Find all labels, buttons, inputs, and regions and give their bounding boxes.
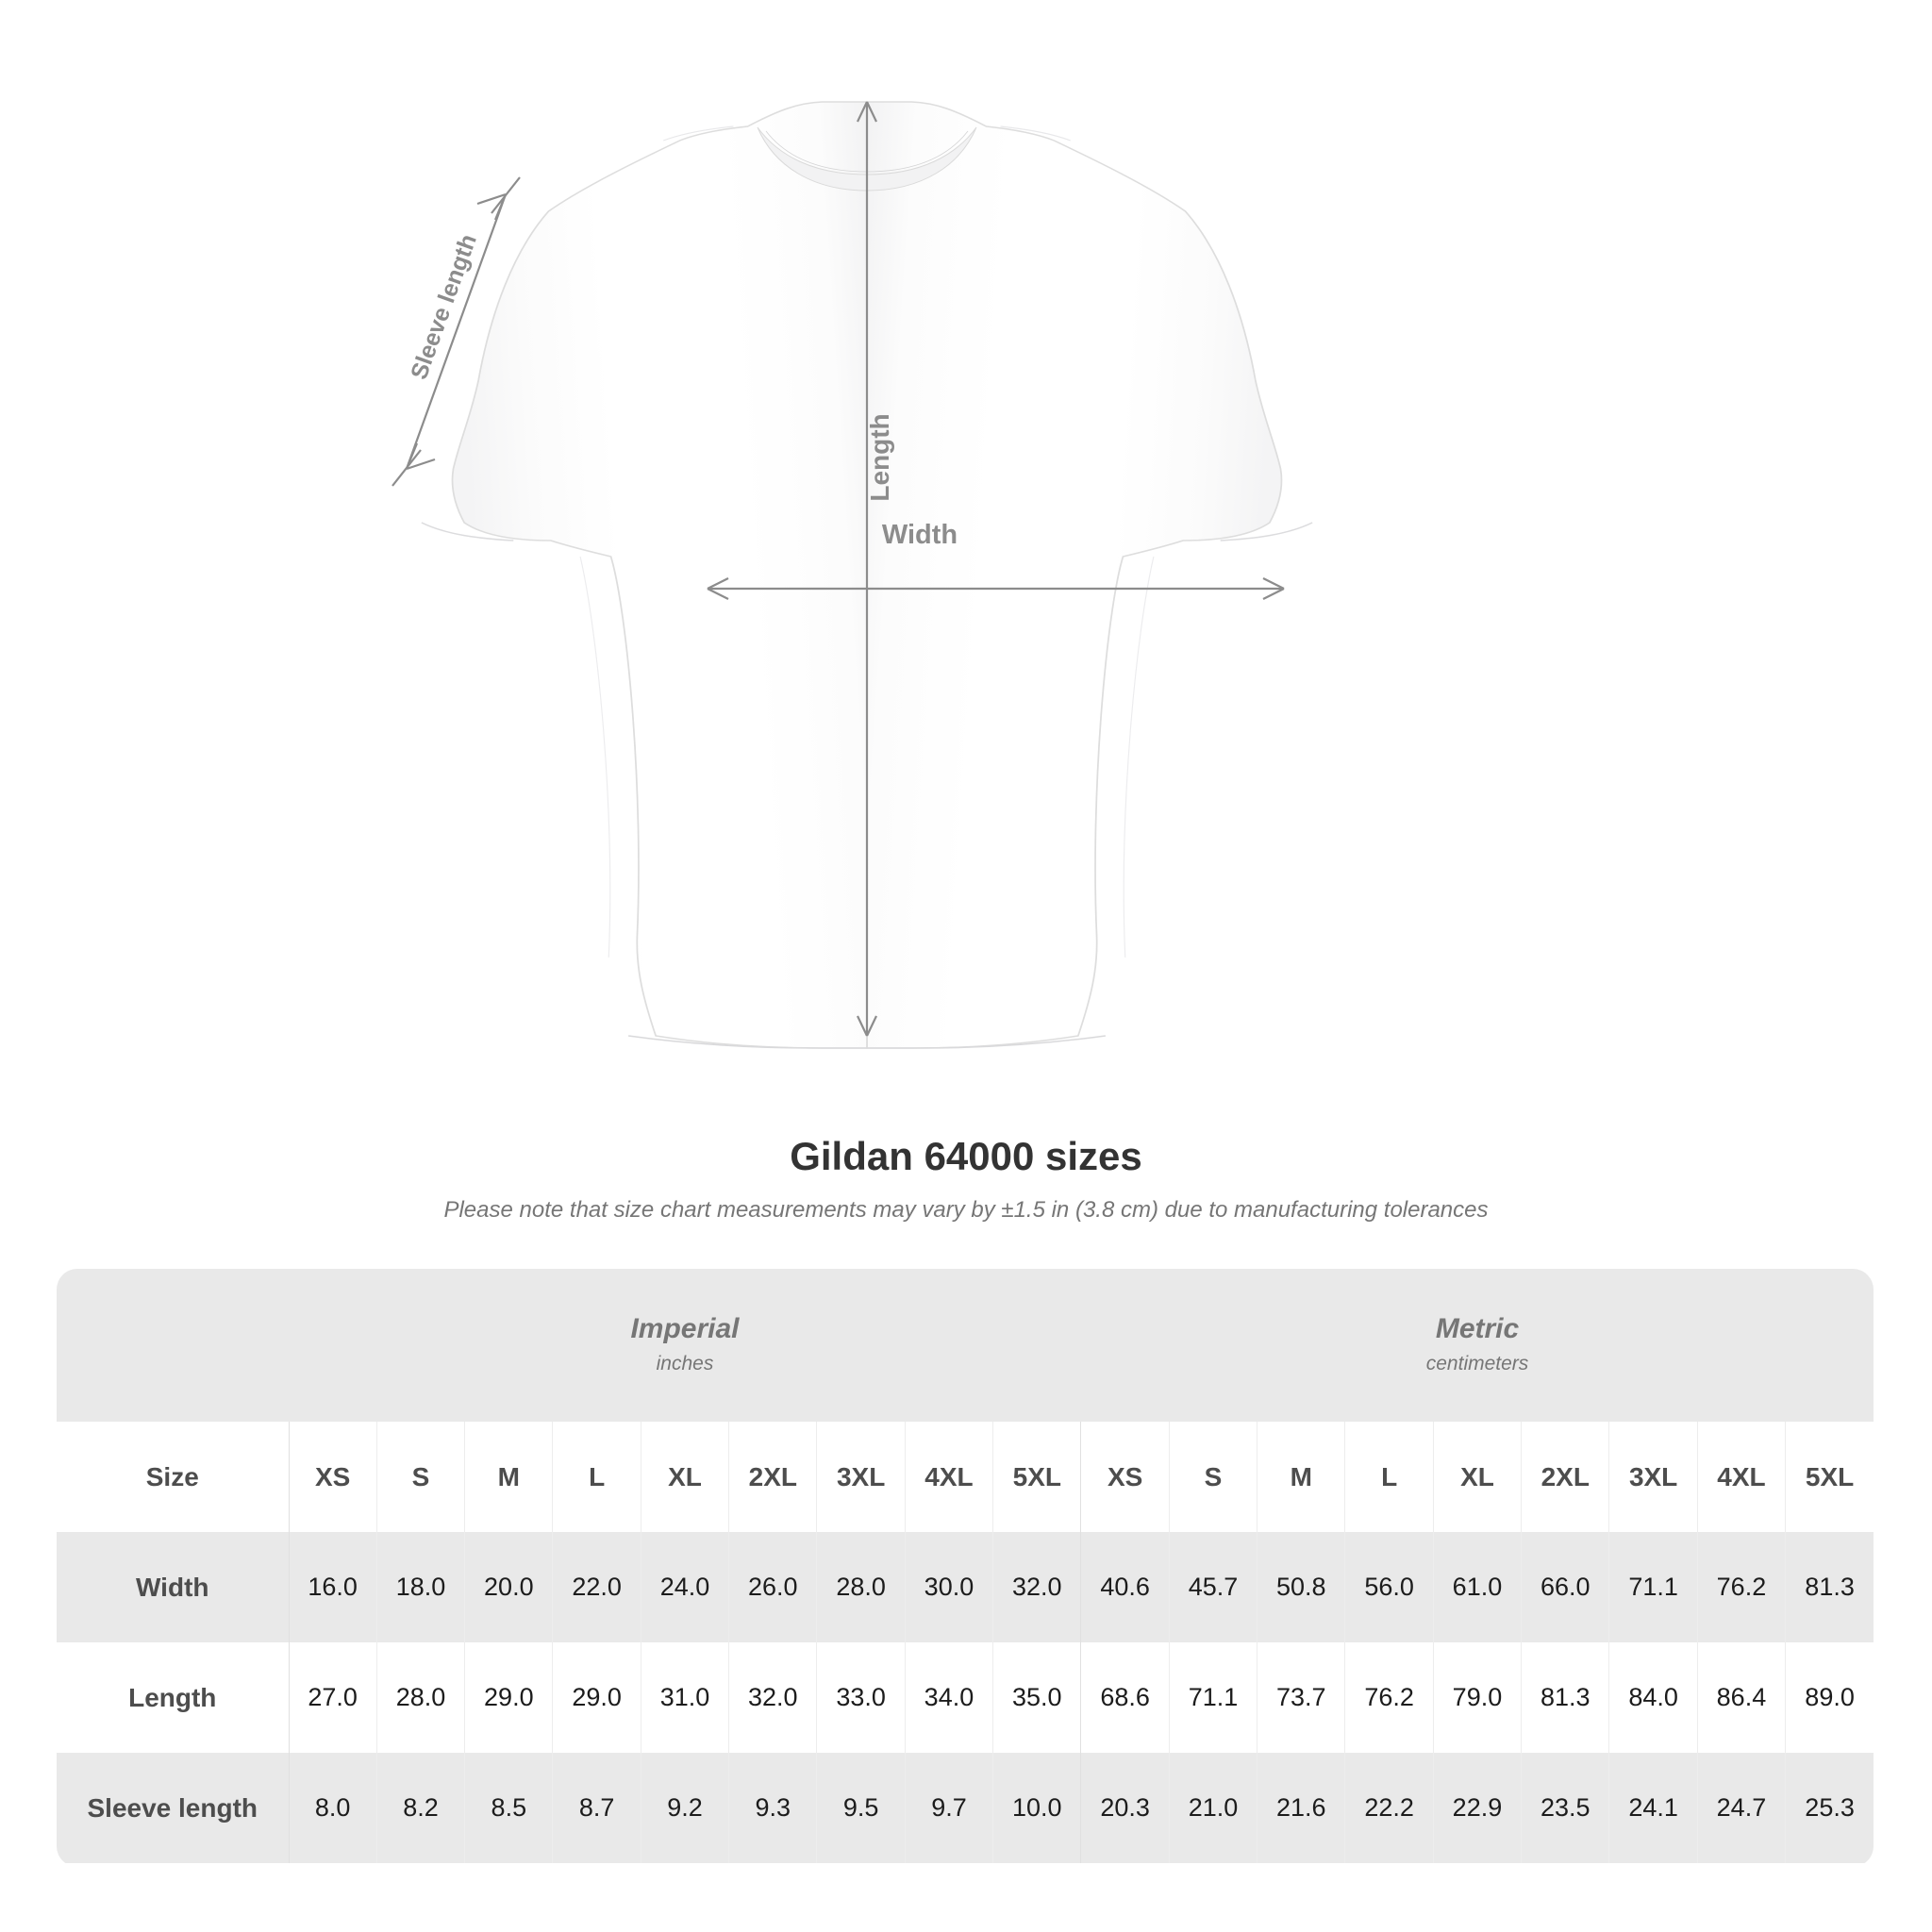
svg-text:Width: Width (882, 520, 958, 550)
svg-text:Sleeve length: Sleeve length (406, 231, 482, 383)
svg-text:Length: Length (865, 413, 894, 501)
